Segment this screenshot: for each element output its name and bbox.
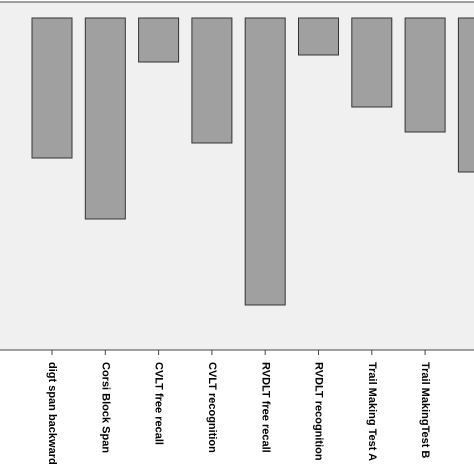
bar bbox=[351, 17, 393, 108]
x-tick-label: RVDLT free recall bbox=[259, 362, 271, 453]
bar bbox=[244, 17, 286, 306]
bar bbox=[298, 17, 339, 56]
bar bbox=[138, 17, 180, 63]
x-tick-label: Trail Making Test A bbox=[366, 362, 378, 461]
x-tick-label: CVLT recognition bbox=[206, 362, 218, 453]
x-tick-label: Corsi Block Span bbox=[99, 362, 111, 453]
plot-area bbox=[0, 1, 474, 351]
x-tick-label: Trail MakingTest B bbox=[419, 362, 431, 458]
x-tick-label: CVLT free recall bbox=[153, 362, 165, 445]
bar bbox=[404, 17, 446, 133]
x-tick-label: RVDLT recognition bbox=[313, 362, 325, 461]
bar bbox=[457, 17, 474, 173]
bar bbox=[84, 17, 126, 220]
bar bbox=[31, 17, 73, 159]
x-tick-label: digt span backward bbox=[46, 362, 58, 465]
bar bbox=[191, 17, 233, 144]
